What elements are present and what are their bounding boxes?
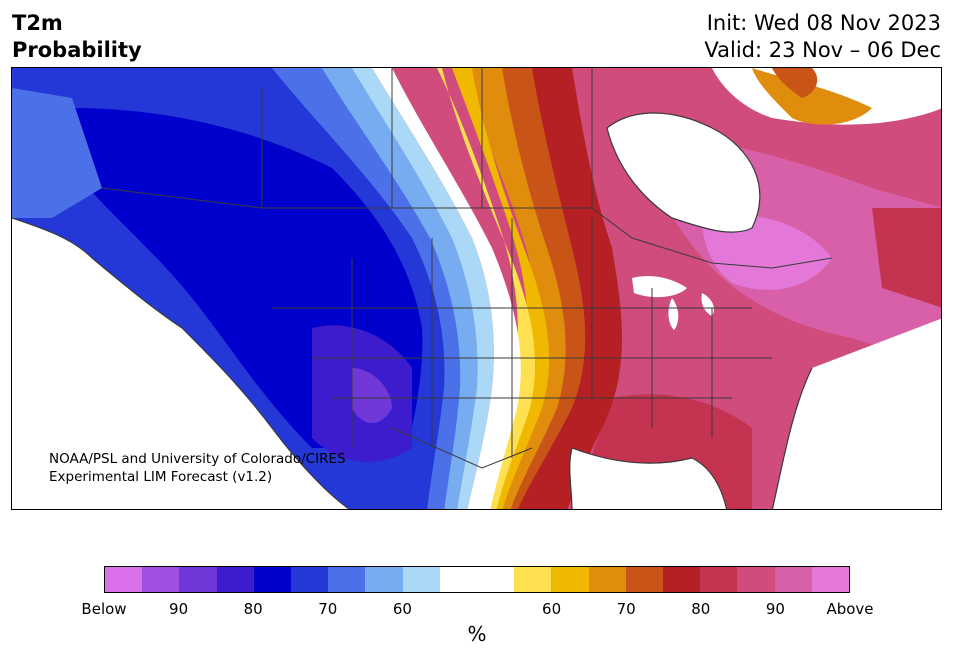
colorbar-tick-label: 70 (318, 600, 338, 618)
colorbar-swatch (663, 567, 701, 592)
colorbar-swatch (737, 567, 775, 592)
neutral-band (372, 68, 521, 509)
colorbar-tick-label: 80 (243, 600, 263, 618)
colorbar-swatch (439, 567, 478, 592)
credit-line-1: NOAA/PSL and University of Colorado/CIRE… (49, 451, 346, 467)
colorbar-swatch (328, 567, 366, 592)
forecast-dates: Init: Wed 08 Nov 2023 Valid: 23 Nov – 06… (704, 10, 941, 64)
colorbar-swatch (142, 567, 180, 592)
us-mexico-border (391, 427, 533, 469)
colorbar-swatch (179, 567, 217, 592)
colorbar-tick-label: 70 (616, 600, 636, 618)
colorbar-swatch (216, 567, 254, 592)
credit-text: NOAA/PSL and University of Colorado/CIRE… (49, 450, 346, 486)
above-max-region (702, 214, 832, 290)
state-lines-horizontal (272, 307, 772, 399)
colorbar-unit: % (467, 622, 487, 646)
arctic-island-region (772, 68, 818, 98)
probability-map-svg (12, 68, 941, 509)
atlantic-ocean (772, 318, 941, 509)
colorbar-swatch (625, 567, 664, 592)
colorbar-swatch (105, 567, 143, 592)
colorbar-swatch (588, 567, 626, 592)
map-title: T2m Probability (12, 10, 142, 64)
valid-period: Valid: 23 Nov – 06 Dec (704, 38, 941, 62)
gulf-of-mexico (569, 448, 727, 509)
colorbar-swatch (774, 567, 812, 592)
gulf-coast (569, 447, 728, 509)
forecast-map (11, 67, 942, 510)
colorbar-tick-label: Below (81, 600, 127, 618)
colorbar-swatch (253, 567, 292, 592)
colorbar-tick-label: Above (826, 600, 874, 618)
colorbar-swatch (402, 567, 440, 592)
lake-superior (632, 276, 687, 298)
title-line-1: T2m (12, 11, 63, 35)
east-red-region (872, 208, 941, 308)
colorbar-swatch (477, 567, 515, 592)
colorbar-tick-label: 90 (765, 600, 785, 618)
colorbar (104, 566, 850, 593)
political-borders (101, 68, 833, 469)
colorbar-tick-label: 60 (392, 600, 412, 618)
colorbar-tick-label: 90 (169, 600, 189, 618)
alaska-region (12, 88, 102, 218)
colorbar-tick-label: 60 (542, 600, 562, 618)
province-lines (391, 68, 593, 208)
colorbar-swatch (365, 567, 403, 592)
colorbar-swatch (811, 567, 850, 592)
colorbar-swatch (551, 567, 589, 592)
title-line-2: Probability (12, 38, 142, 62)
pacific-ocean (12, 218, 350, 509)
colorbar-tick-label: 80 (691, 600, 711, 618)
pacific-coast (12, 217, 351, 509)
baffin-island-region (752, 68, 872, 125)
colorbar-swatch (291, 567, 329, 592)
lake-michigan (668, 298, 679, 330)
colorbar-swatch (700, 567, 738, 592)
below-85-region (352, 368, 392, 423)
coastlines (12, 112, 813, 509)
credit-line-2: Experimental LIM Forecast (v1.2) (49, 469, 273, 485)
hudson-bay (607, 113, 760, 233)
lake-huron (701, 293, 714, 316)
colorbar-swatch (514, 567, 552, 592)
init-date: Init: Wed 08 Nov 2023 (706, 11, 941, 35)
hudson-bay-coast (606, 112, 761, 233)
atlantic-coast (771, 367, 813, 509)
